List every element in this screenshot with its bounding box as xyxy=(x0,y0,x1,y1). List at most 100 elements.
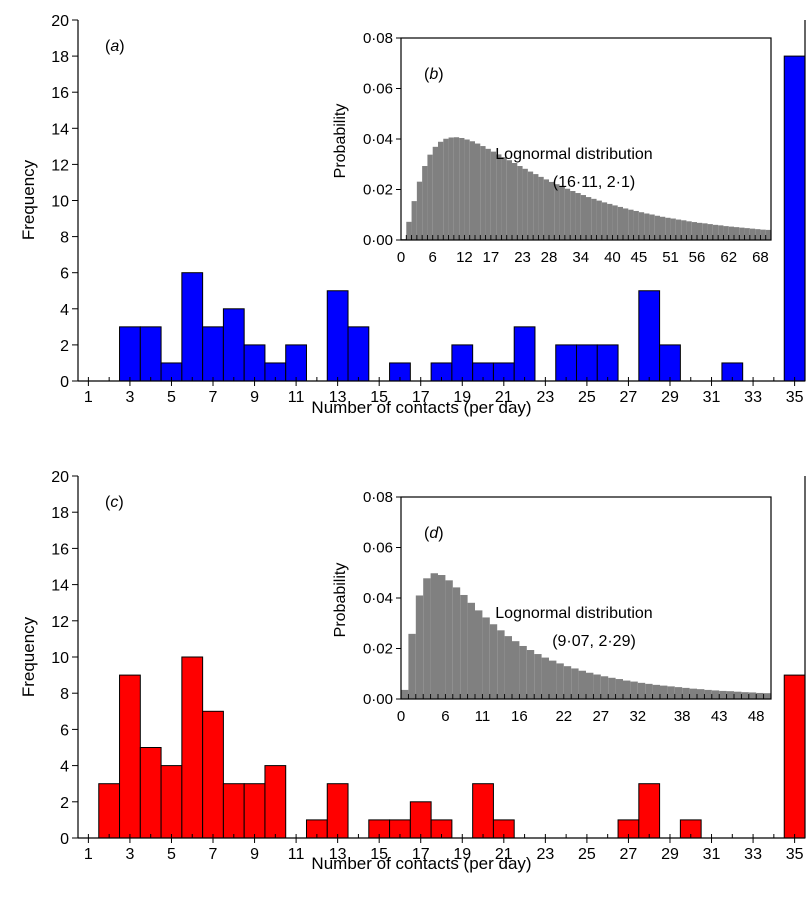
x-tick-label: 19 xyxy=(453,389,471,406)
inset-annotation-params: (9·07, 2·29) xyxy=(552,633,636,650)
inset-x-tick-label: 45 xyxy=(631,249,648,266)
inset-bar xyxy=(482,617,490,699)
bar xyxy=(98,783,121,839)
inset-bar xyxy=(527,171,534,240)
inset-y-tick-label: 0·04 xyxy=(363,131,393,148)
x-tick-label: 15 xyxy=(370,389,388,406)
inset-bar xyxy=(675,219,682,240)
inset-bar xyxy=(467,602,475,699)
inset-bar xyxy=(654,215,660,240)
x-tick-label: 9 xyxy=(250,389,259,406)
inset-bar xyxy=(628,209,634,240)
x-axis-label: Number of contacts (per day) xyxy=(311,854,531,873)
x-tick-label: 21 xyxy=(495,389,513,406)
x-tick-label: 7 xyxy=(209,846,218,863)
inset-panel-b: 0 6 12 17 23 28 34 40 45 51 56 62 68 0·00 0·02 0·04 0·06… xyxy=(332,30,772,266)
inset-bar xyxy=(526,650,535,699)
inset-bar xyxy=(422,166,428,240)
inset-bar xyxy=(427,154,433,240)
bar xyxy=(576,344,598,382)
bar xyxy=(243,344,266,382)
inset-bar xyxy=(586,197,592,240)
y-tick-label: 14 xyxy=(51,578,69,595)
inset-bar xyxy=(448,137,454,240)
inset-bar xyxy=(517,166,523,240)
inset-bar xyxy=(667,686,675,699)
inset-bar xyxy=(686,221,692,240)
y-tick-label: 18 xyxy=(51,49,69,66)
x-tick-label: 29 xyxy=(661,389,679,406)
y-tick-label: 12 xyxy=(51,157,69,174)
inset-x-tick-label: 48 xyxy=(748,708,765,725)
inset-bar xyxy=(522,168,528,240)
inset-x-tick-label: 56 xyxy=(689,249,706,266)
inset-bar xyxy=(464,139,470,240)
y-tick-label: 2 xyxy=(60,338,69,355)
inset-bar xyxy=(763,693,771,699)
inset-bar xyxy=(744,228,750,240)
inset-bar xyxy=(554,184,560,240)
x-tick-label: 23 xyxy=(536,846,554,863)
inset-bar xyxy=(711,690,720,699)
x-tick-label: 27 xyxy=(620,389,638,406)
inset-bar xyxy=(612,205,618,240)
inset-bar xyxy=(519,645,527,699)
inset-bar xyxy=(575,193,581,240)
inset-x-tick-label: 43 xyxy=(711,708,728,725)
inset-annotation-title: Lognormal distribution xyxy=(495,146,652,163)
inset-bar xyxy=(563,666,572,699)
x-tick-label: 21 xyxy=(495,846,513,863)
x-tick-label: 13 xyxy=(329,389,347,406)
y-tick-label: 20 xyxy=(51,469,69,486)
y-tick-label: 8 xyxy=(60,230,69,247)
inset-y-tick-label: 0·02 xyxy=(363,641,393,658)
inset-y-tick-label: 0·00 xyxy=(363,691,393,708)
bar xyxy=(139,326,162,382)
inset-x-tick-label: 27 xyxy=(592,708,609,725)
inset-bar xyxy=(712,224,719,240)
bar xyxy=(222,308,245,382)
y-tick-label: 4 xyxy=(60,302,69,319)
inset-bar xyxy=(728,226,734,240)
inset-bar xyxy=(480,146,486,240)
inset-bar xyxy=(649,214,655,240)
bar xyxy=(638,783,661,839)
inset-bar xyxy=(682,687,690,699)
x-tick-label: 5 xyxy=(167,389,176,406)
inset-x-tick-label: 6 xyxy=(429,249,437,266)
inset-bar xyxy=(571,668,579,699)
x-tick-label: 27 xyxy=(620,846,638,863)
inset-x-tick-label: 0 xyxy=(397,708,405,725)
x-tick-label: 25 xyxy=(578,389,596,406)
inset-bar xyxy=(580,195,586,240)
x-tick-label: 19 xyxy=(453,846,471,863)
inset-bar xyxy=(538,176,544,240)
inset-x-tick-label: 6 xyxy=(441,708,449,725)
inset-bar xyxy=(756,692,764,699)
inset-bar xyxy=(707,224,713,240)
y-axis-label: Frequency xyxy=(19,616,38,697)
inset-panel-label: (b) xyxy=(424,66,444,83)
x-tick-label: 7 xyxy=(209,389,218,406)
inset-bar xyxy=(438,575,446,699)
inset-bar xyxy=(443,138,449,240)
inset-bar xyxy=(501,157,507,240)
x-tick-label: 5 xyxy=(167,846,176,863)
inset-x-tick-label: 34 xyxy=(572,249,589,266)
inset-bar xyxy=(617,206,623,240)
inset-bar xyxy=(411,201,417,240)
inset-bar xyxy=(630,681,638,699)
inset-bar xyxy=(726,691,734,699)
inset-bar xyxy=(755,229,761,240)
inset-bar xyxy=(408,633,416,699)
inset-bar xyxy=(741,692,749,699)
bar xyxy=(409,801,432,839)
x-tick-label: 33 xyxy=(744,389,762,406)
bar xyxy=(472,783,494,839)
inset-bar xyxy=(586,672,594,699)
y-tick-label: 6 xyxy=(60,722,69,739)
inset-x-tick-label: 62 xyxy=(720,249,737,266)
y-tick-label: 2 xyxy=(60,795,69,812)
